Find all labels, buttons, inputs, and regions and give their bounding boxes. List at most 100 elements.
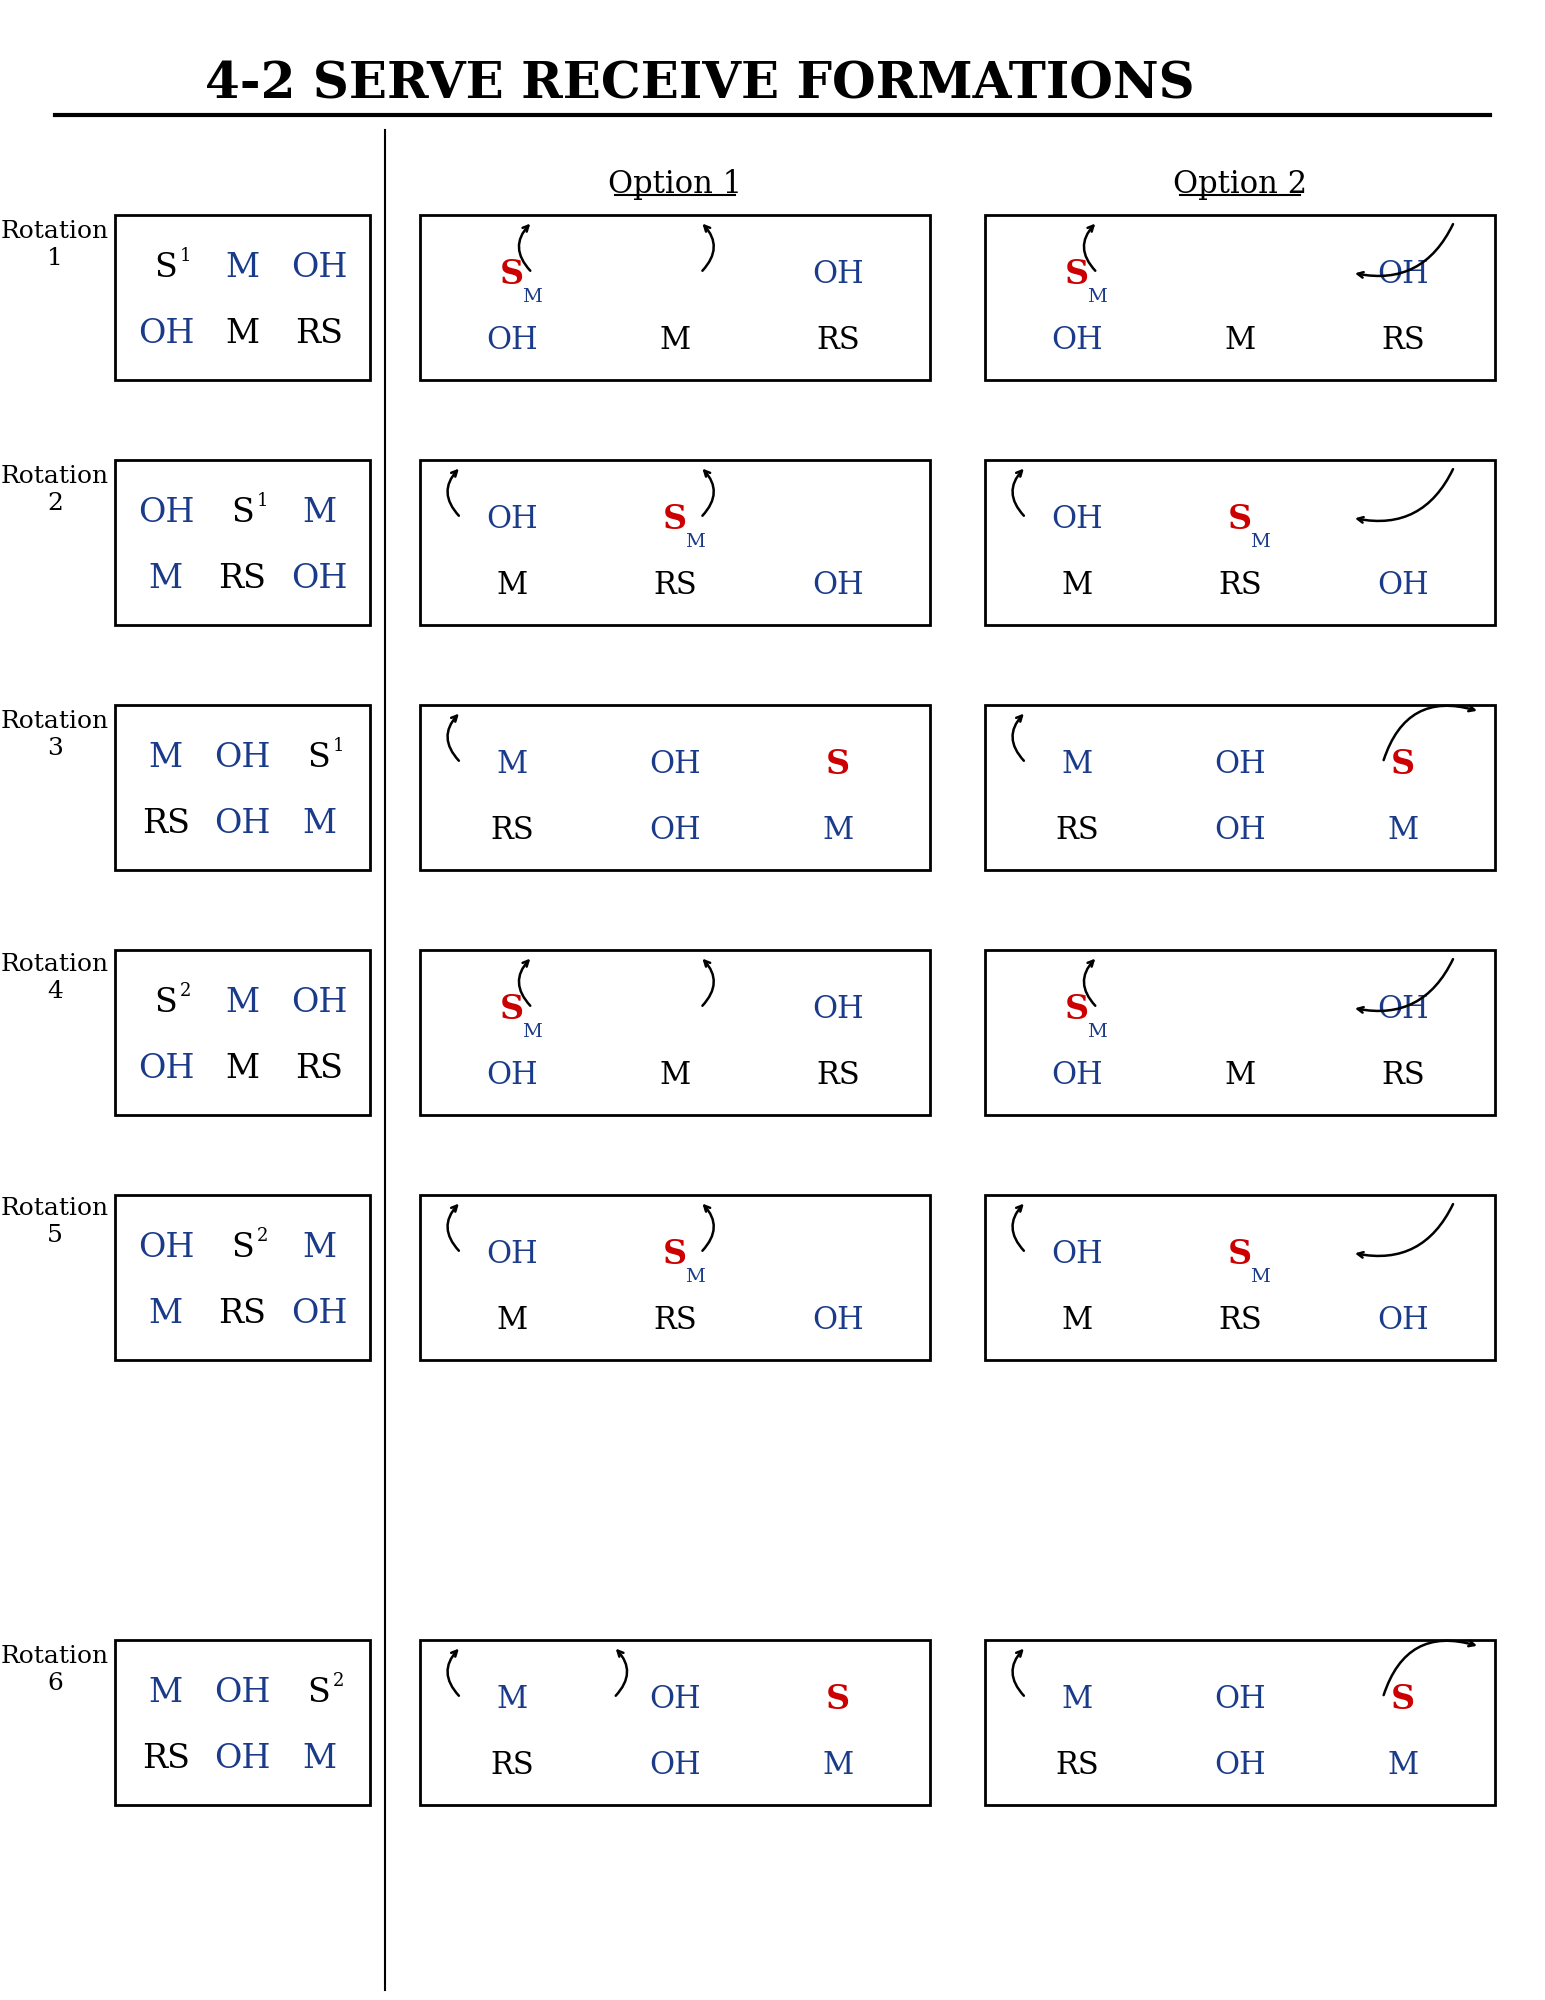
Text: 2: 2 xyxy=(181,982,192,1000)
Text: OH: OH xyxy=(290,252,348,284)
Text: OH: OH xyxy=(1214,1684,1265,1714)
Text: RS: RS xyxy=(654,570,697,600)
Text: RS: RS xyxy=(142,808,190,840)
Text: M: M xyxy=(301,1232,337,1264)
Text: M: M xyxy=(522,1024,542,1042)
Text: Option 1: Option 1 xyxy=(607,170,742,200)
Text: S: S xyxy=(663,502,688,536)
Bar xyxy=(986,1640,1496,1804)
Text: OH: OH xyxy=(487,1238,538,1270)
Text: M: M xyxy=(522,288,542,306)
Text: OH: OH xyxy=(1051,324,1103,356)
Text: M: M xyxy=(496,1684,527,1714)
Text: M: M xyxy=(148,1298,184,1330)
Text: RS: RS xyxy=(218,562,266,594)
Text: RS: RS xyxy=(816,324,861,356)
Text: M: M xyxy=(684,534,705,552)
Text: M: M xyxy=(496,1304,527,1336)
Text: S: S xyxy=(232,496,253,528)
Text: 2: 2 xyxy=(256,1226,267,1244)
Text: S: S xyxy=(1390,1682,1415,1716)
Text: M: M xyxy=(148,1676,184,1708)
Text: OH: OH xyxy=(215,1676,270,1708)
Bar xyxy=(986,1194,1496,1360)
Text: RS: RS xyxy=(654,1304,697,1336)
Text: RS: RS xyxy=(1055,1750,1098,1780)
Text: RS: RS xyxy=(142,1742,190,1774)
Text: S: S xyxy=(154,986,178,1018)
Text: M: M xyxy=(1225,324,1256,356)
Text: RS: RS xyxy=(1055,814,1098,846)
Text: M: M xyxy=(148,562,184,594)
Text: S: S xyxy=(827,748,850,780)
Text: M: M xyxy=(301,1742,337,1774)
Text: M: M xyxy=(148,742,184,774)
Bar xyxy=(420,460,930,624)
Bar xyxy=(114,214,369,380)
Text: RS: RS xyxy=(218,1298,266,1330)
Text: OH: OH xyxy=(1378,994,1429,1024)
Text: S: S xyxy=(499,258,524,290)
Text: M: M xyxy=(301,496,337,528)
Text: S: S xyxy=(232,1232,253,1264)
Bar xyxy=(986,460,1496,624)
Text: OH: OH xyxy=(487,324,538,356)
Text: OH: OH xyxy=(649,814,701,846)
Bar xyxy=(114,1640,369,1804)
Bar xyxy=(420,1194,930,1360)
Text: OH: OH xyxy=(649,1750,701,1780)
Text: M: M xyxy=(226,252,260,284)
Text: M: M xyxy=(1225,1060,1256,1090)
Bar xyxy=(420,950,930,1116)
Bar xyxy=(114,706,369,870)
Bar xyxy=(420,214,930,380)
Text: OH: OH xyxy=(290,986,348,1018)
Text: M: M xyxy=(1387,1750,1418,1780)
Text: 1: 1 xyxy=(256,492,267,510)
Bar xyxy=(986,950,1496,1116)
Text: S: S xyxy=(154,252,178,284)
Text: S: S xyxy=(663,1238,688,1270)
Text: M: M xyxy=(822,814,854,846)
Text: M: M xyxy=(1086,1024,1106,1042)
Text: RS: RS xyxy=(816,1060,861,1090)
Text: RS: RS xyxy=(490,1750,533,1780)
Text: M: M xyxy=(1061,748,1092,780)
Text: OH: OH xyxy=(487,504,538,534)
Text: 1: 1 xyxy=(334,736,345,754)
Text: OH: OH xyxy=(1214,814,1265,846)
Text: OH: OH xyxy=(138,318,195,350)
Bar xyxy=(986,706,1496,870)
Text: OH: OH xyxy=(138,1232,195,1264)
Text: S: S xyxy=(1228,502,1251,536)
Text: OH: OH xyxy=(290,1298,348,1330)
Text: M: M xyxy=(1250,1268,1270,1286)
Text: M: M xyxy=(226,318,260,350)
Text: OH: OH xyxy=(649,1684,701,1714)
Text: OH: OH xyxy=(487,1060,538,1090)
Text: M: M xyxy=(496,748,527,780)
Text: S: S xyxy=(827,1682,850,1716)
Text: OH: OH xyxy=(215,742,270,774)
Text: S: S xyxy=(499,992,524,1026)
Text: 4-2 SERVE RECEIVE FORMATIONS: 4-2 SERVE RECEIVE FORMATIONS xyxy=(205,60,1194,110)
Bar xyxy=(986,214,1496,380)
Text: OH: OH xyxy=(813,994,864,1024)
Text: OH: OH xyxy=(138,496,195,528)
Text: RS: RS xyxy=(1217,570,1262,600)
Text: S: S xyxy=(307,742,331,774)
Text: Rotation
2: Rotation 2 xyxy=(2,466,110,514)
Bar xyxy=(114,1194,369,1360)
Text: OH: OH xyxy=(215,1742,270,1774)
Text: OH: OH xyxy=(290,562,348,594)
Text: OH: OH xyxy=(649,748,701,780)
Text: M: M xyxy=(1061,1304,1092,1336)
Text: OH: OH xyxy=(1051,1238,1103,1270)
Text: RS: RS xyxy=(295,318,343,350)
Text: Rotation
1: Rotation 1 xyxy=(2,220,110,270)
Text: OH: OH xyxy=(1214,748,1265,780)
Text: OH: OH xyxy=(1378,1304,1429,1336)
Text: OH: OH xyxy=(215,808,270,840)
Text: M: M xyxy=(684,1268,705,1286)
Text: M: M xyxy=(1061,570,1092,600)
